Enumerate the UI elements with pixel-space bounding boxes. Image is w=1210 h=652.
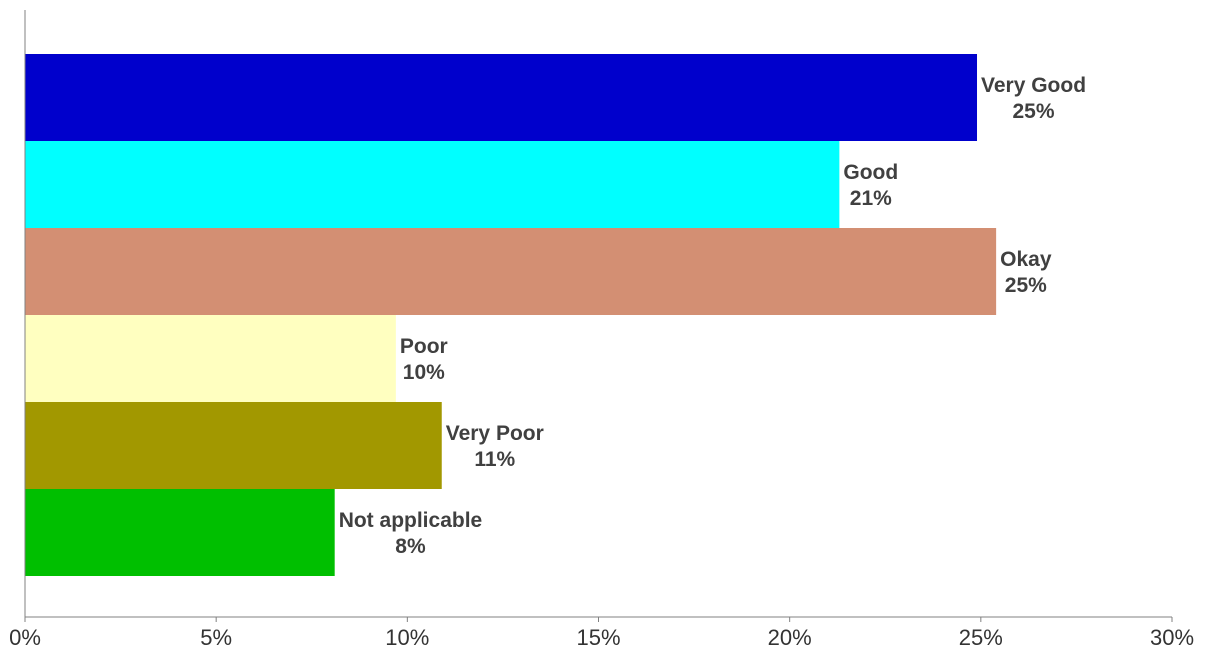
bar-label-poor: Poor 10% <box>400 335 448 384</box>
bar-poor <box>25 315 396 402</box>
bar-label-not-applicable: Not applicable 8% <box>339 509 483 558</box>
x-tick-label: 0% <box>9 625 41 650</box>
bar-label-value: 11% <box>474 448 515 471</box>
x-tick-label: 15% <box>576 625 620 650</box>
bar-label-category: Very Good <box>981 74 1086 97</box>
bar-label-category: Not applicable <box>339 509 483 532</box>
bar-label-very-good: Very Good 25% <box>981 74 1086 123</box>
bar-label-good: Good 21% <box>843 161 898 210</box>
x-tick-label: 30% <box>1150 625 1194 650</box>
x-tick-label: 10% <box>385 625 429 650</box>
bar-label-category: Good <box>843 161 898 184</box>
bar-label-value: 8% <box>395 535 426 558</box>
bar-label-value: 10% <box>403 361 445 384</box>
bar-very-poor <box>25 402 442 489</box>
bar-very-good <box>25 54 978 141</box>
bar-label-category: Poor <box>400 335 448 358</box>
bar-label-value: 25% <box>1013 100 1055 123</box>
bar-labels-group: Very Good 25% Good 21% Okay 25% Poor 10% Very Po… <box>339 74 1086 558</box>
x-tick-label: 25% <box>959 625 1003 650</box>
bar-label-okay: Okay 25% <box>1000 248 1052 297</box>
x-tick-label: 5% <box>200 625 232 650</box>
x-axis-ticks-group: 0% 5% 10% 15% 20% 25% 30% <box>9 617 1194 650</box>
bar-label-value: 25% <box>1005 274 1047 297</box>
bar-label-very-poor: Very Poor 11% <box>446 422 544 471</box>
x-tick-label: 20% <box>768 625 812 650</box>
bars-group <box>25 54 997 576</box>
bar-label-category: Okay <box>1000 248 1052 271</box>
bar-good <box>25 141 840 228</box>
bar-not-applicable <box>25 489 335 576</box>
bar-label-category: Very Poor <box>446 422 544 445</box>
bar-label-value: 21% <box>850 187 892 210</box>
bar-okay <box>25 228 997 315</box>
